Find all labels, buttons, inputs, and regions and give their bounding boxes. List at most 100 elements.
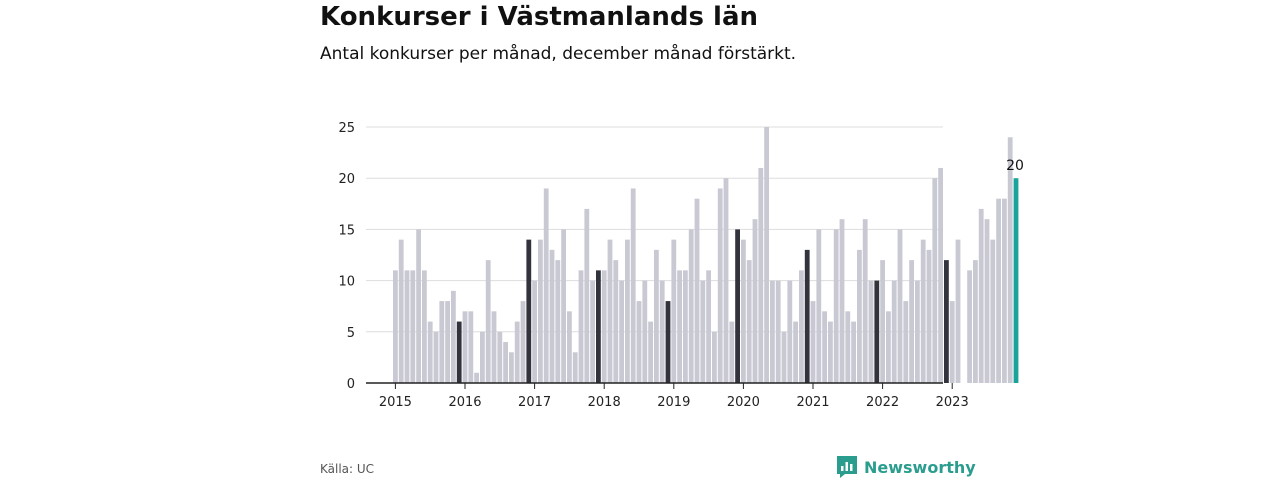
bar-december — [874, 280, 880, 383]
bar — [932, 178, 938, 383]
bar — [712, 331, 717, 383]
bar — [793, 321, 798, 383]
bar — [630, 188, 636, 383]
bar — [584, 208, 590, 383]
bar — [404, 270, 410, 383]
bar — [480, 331, 485, 383]
bar — [619, 280, 624, 383]
bar — [572, 352, 578, 383]
bar — [416, 229, 421, 383]
x-tick-label: 2018 — [588, 395, 621, 410]
latest-value-label: 20 — [1006, 158, 1024, 174]
y-tick-label: 20 — [338, 172, 355, 187]
x-tick-label: 2019 — [657, 395, 690, 410]
bar — [926, 249, 932, 383]
bar — [398, 239, 404, 383]
bar — [561, 229, 566, 383]
bar-chart-logo-icon — [837, 456, 857, 478]
bar — [978, 208, 984, 383]
bar — [752, 219, 758, 383]
bar — [799, 270, 804, 383]
x-tick-label: 2017 — [518, 395, 551, 410]
bar — [520, 301, 526, 383]
bar — [851, 321, 856, 383]
bar — [897, 229, 903, 383]
bar — [996, 198, 1001, 383]
bar — [833, 229, 839, 383]
bar — [700, 280, 706, 383]
bar — [677, 270, 682, 383]
bar-december — [804, 249, 810, 383]
bar — [845, 311, 851, 383]
bar — [868, 280, 874, 383]
bar — [503, 342, 508, 383]
bar — [741, 239, 746, 383]
bar — [590, 280, 595, 383]
bar — [758, 167, 764, 383]
bar — [694, 198, 700, 383]
bar — [648, 321, 653, 383]
bar-latest — [1013, 178, 1019, 383]
bar — [984, 219, 990, 383]
bar — [938, 167, 943, 383]
bar — [857, 249, 862, 383]
bar — [810, 301, 816, 383]
bar — [671, 239, 677, 383]
bar — [903, 301, 909, 383]
bar — [729, 321, 735, 383]
bar — [990, 239, 996, 383]
bar — [955, 239, 961, 383]
bar — [468, 311, 474, 383]
bar — [462, 311, 468, 383]
bar — [659, 280, 665, 383]
bar — [828, 321, 833, 383]
x-tick-label: 2023 — [936, 395, 969, 410]
bar — [1007, 137, 1013, 383]
x-tick-label: 2021 — [796, 395, 829, 410]
bar — [1002, 198, 1007, 383]
bar — [601, 270, 607, 383]
bar — [433, 331, 439, 383]
bar — [973, 260, 978, 383]
bar — [555, 260, 561, 383]
bar — [915, 280, 920, 383]
bar — [538, 239, 543, 383]
bar — [509, 352, 514, 383]
y-tick-label: 15 — [338, 223, 355, 238]
bar — [474, 372, 479, 383]
bar — [549, 249, 555, 383]
bar-december — [526, 239, 532, 383]
bar — [775, 280, 781, 383]
y-tick-label: 5 — [347, 326, 355, 341]
bar — [567, 311, 572, 383]
bar — [787, 280, 793, 383]
bar-december — [735, 229, 740, 383]
x-tick-label: 2015 — [379, 395, 412, 410]
chart-subtitle: Antal konkurser per månad, december måna… — [320, 44, 797, 64]
bar — [607, 239, 613, 383]
bar — [613, 260, 619, 383]
bar — [636, 301, 642, 383]
bar — [485, 260, 491, 383]
source-note: Källa: UC — [320, 462, 375, 476]
bar — [491, 311, 497, 383]
bar — [439, 301, 445, 383]
y-tick-label: 10 — [338, 275, 355, 290]
y-tick-label: 25 — [338, 121, 355, 136]
bar — [532, 280, 537, 383]
bar — [886, 311, 891, 383]
bar — [920, 239, 926, 383]
bar — [949, 301, 955, 383]
newsworthy-logo[interactable]: Newsworthy — [836, 455, 976, 479]
bar-december — [456, 321, 462, 383]
x-tick-label: 2022 — [866, 395, 899, 410]
bar-december — [944, 260, 949, 383]
bar — [909, 260, 914, 383]
y-tick-label: 0 — [347, 377, 355, 392]
bar — [891, 280, 897, 383]
bar — [717, 188, 723, 383]
bar — [839, 219, 845, 383]
bar — [862, 219, 868, 383]
x-tick-label: 2020 — [727, 395, 760, 410]
bar — [625, 239, 630, 383]
